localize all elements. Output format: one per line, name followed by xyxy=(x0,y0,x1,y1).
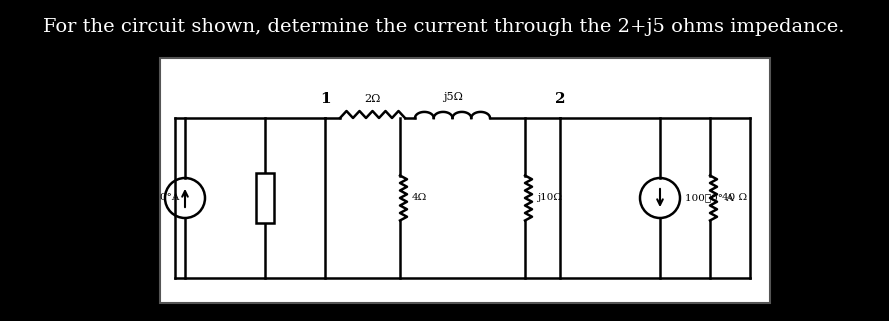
Text: j5Ω: j5Ω xyxy=(443,92,462,102)
Text: 5−20°Ω: 5−20°Ω xyxy=(260,180,269,216)
Text: 40 Ω: 40 Ω xyxy=(722,194,747,203)
Text: For the circuit shown, determine the current through the 2+j5 ohms impedance.: For the circuit shown, determine the cur… xyxy=(44,18,845,36)
Text: 2Ω: 2Ω xyxy=(364,94,380,104)
Text: j10Ω: j10Ω xyxy=(537,194,562,203)
Text: 8−10°A: 8−10°A xyxy=(139,194,180,203)
Text: 4Ω: 4Ω xyxy=(412,194,428,203)
Text: 100∖0° A: 100∖0° A xyxy=(685,194,733,203)
Text: 1: 1 xyxy=(320,92,331,106)
Bar xyxy=(256,173,274,223)
Bar xyxy=(160,58,770,303)
Text: 2: 2 xyxy=(555,92,565,106)
